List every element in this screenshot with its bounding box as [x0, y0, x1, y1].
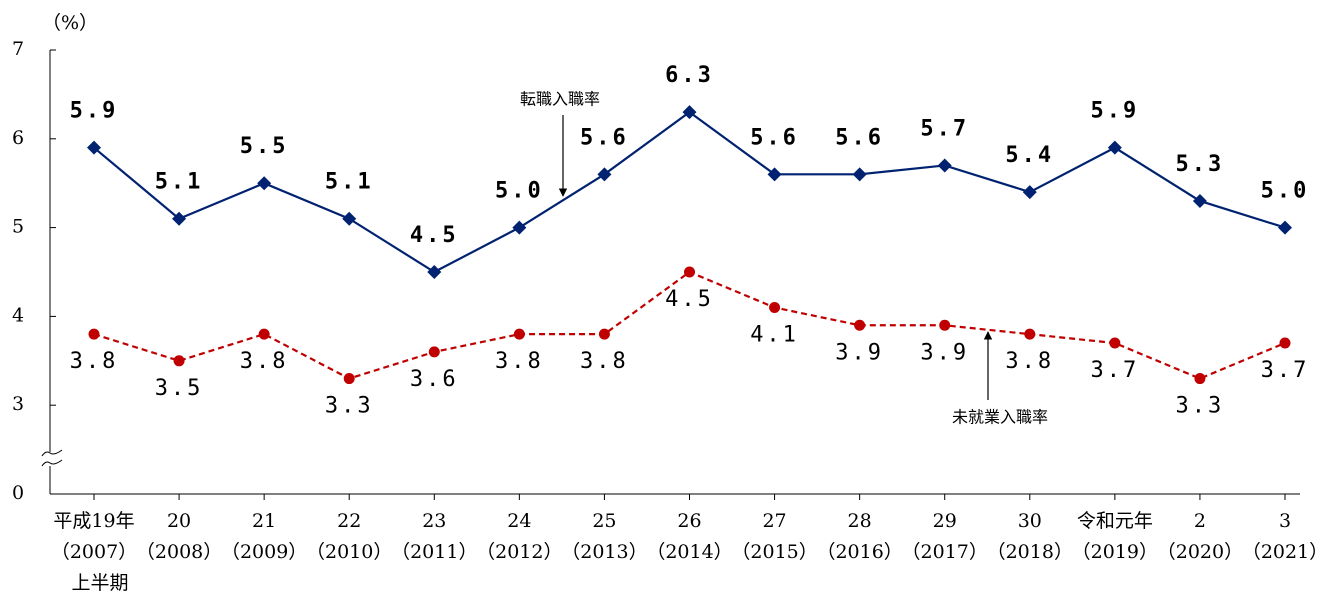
x-tick-label: 27 （2015）	[731, 510, 817, 563]
marker	[1109, 337, 1121, 349]
marker	[939, 319, 951, 331]
value-label: 5.6	[750, 125, 799, 150]
value-label: 5.5	[240, 134, 289, 159]
value-label: 5.6	[835, 125, 884, 150]
x-tick-label: 3 （2021）	[1242, 510, 1328, 563]
marker	[767, 167, 782, 182]
x-tick-label: 30 （2018）	[987, 510, 1073, 563]
value-label: 3.8	[495, 349, 544, 374]
value-label: 5.1	[325, 170, 374, 195]
y-tick-label: 5	[12, 216, 24, 238]
value-label: 5.6	[580, 125, 629, 150]
value-label: 4.5	[665, 287, 714, 312]
x-tick-label: 26 （2014）	[646, 510, 732, 563]
marker	[172, 211, 187, 226]
y-tick-label: 0	[12, 482, 24, 504]
marker	[598, 328, 610, 340]
marker	[852, 167, 867, 182]
x-tick-label: 28 （2016）	[816, 510, 902, 563]
marker	[937, 158, 952, 173]
value-label: 6.3	[665, 63, 714, 88]
marker	[1279, 337, 1291, 349]
marker	[428, 346, 440, 358]
x-tick-label: 平成19年（2007）上半期	[51, 510, 137, 594]
marker	[682, 105, 697, 120]
value-label: 3.9	[835, 340, 884, 365]
x-tick-label: 24 （2012）	[476, 510, 562, 563]
value-label: 4.1	[750, 323, 799, 348]
value-label: 3.6	[410, 367, 459, 392]
marker	[684, 266, 695, 278]
value-label: 3.8	[70, 349, 119, 374]
series-annotation: 未就業入職率	[952, 408, 1048, 427]
value-label: 5.4	[1005, 143, 1054, 168]
value-label: 3.3	[1176, 394, 1225, 419]
x-tick-label: 22 （2010）	[306, 510, 392, 563]
x-tick-label: 23 （2011）	[391, 510, 477, 563]
marker	[1192, 193, 1207, 208]
marker	[342, 211, 357, 226]
marker	[1194, 373, 1206, 385]
series-annotation: 転職入職率	[520, 90, 600, 109]
value-label: 5.0	[1261, 179, 1310, 204]
value-label: 5.7	[920, 116, 969, 141]
marker	[87, 140, 101, 155]
marker	[1022, 185, 1037, 200]
y-tick-label: 4	[12, 304, 24, 326]
x-tick-label: 2 （2020）	[1157, 510, 1243, 563]
value-label: 3.3	[325, 394, 374, 419]
marker	[1024, 328, 1036, 340]
value-label: 5.9	[70, 99, 119, 124]
marker	[513, 328, 525, 340]
value-label: 4.5	[410, 223, 459, 248]
value-label: 3.9	[920, 340, 969, 365]
x-tick-label: 21 （2009）	[221, 510, 307, 563]
value-label: 3.8	[240, 349, 289, 374]
marker	[1107, 140, 1122, 155]
value-label: 5.0	[495, 179, 544, 204]
axis-break	[41, 459, 63, 467]
y-axis-label: （%）	[42, 12, 98, 34]
x-tick-label: 20 （2008）	[136, 510, 222, 563]
y-tick-label: 3	[12, 393, 24, 415]
x-tick-label: 25 （2013）	[561, 510, 647, 563]
marker	[512, 220, 527, 235]
y-tick-label: 6	[12, 127, 24, 149]
marker	[427, 265, 442, 279]
marker	[257, 176, 272, 191]
marker	[597, 167, 612, 182]
axis-break	[41, 449, 63, 457]
value-label: 3.8	[580, 349, 629, 374]
value-label: 3.7	[1261, 358, 1310, 383]
value-label: 5.3	[1176, 152, 1225, 177]
marker	[258, 328, 270, 340]
marker	[88, 328, 100, 340]
x-tick-label: 29 （2017）	[902, 510, 988, 563]
value-label: 3.5	[155, 376, 204, 401]
value-label: 5.1	[155, 170, 204, 195]
marker	[1278, 220, 1292, 235]
value-label: 5.9	[1090, 99, 1139, 124]
value-label: 3.7	[1090, 358, 1139, 383]
marker	[173, 355, 185, 367]
marker	[854, 319, 866, 331]
y-tick-label: 7	[12, 38, 24, 60]
marker	[343, 373, 355, 385]
x-tick-label: 令和元年（2019）	[1072, 510, 1158, 563]
marker	[769, 302, 781, 314]
value-label: 3.8	[1005, 349, 1054, 374]
